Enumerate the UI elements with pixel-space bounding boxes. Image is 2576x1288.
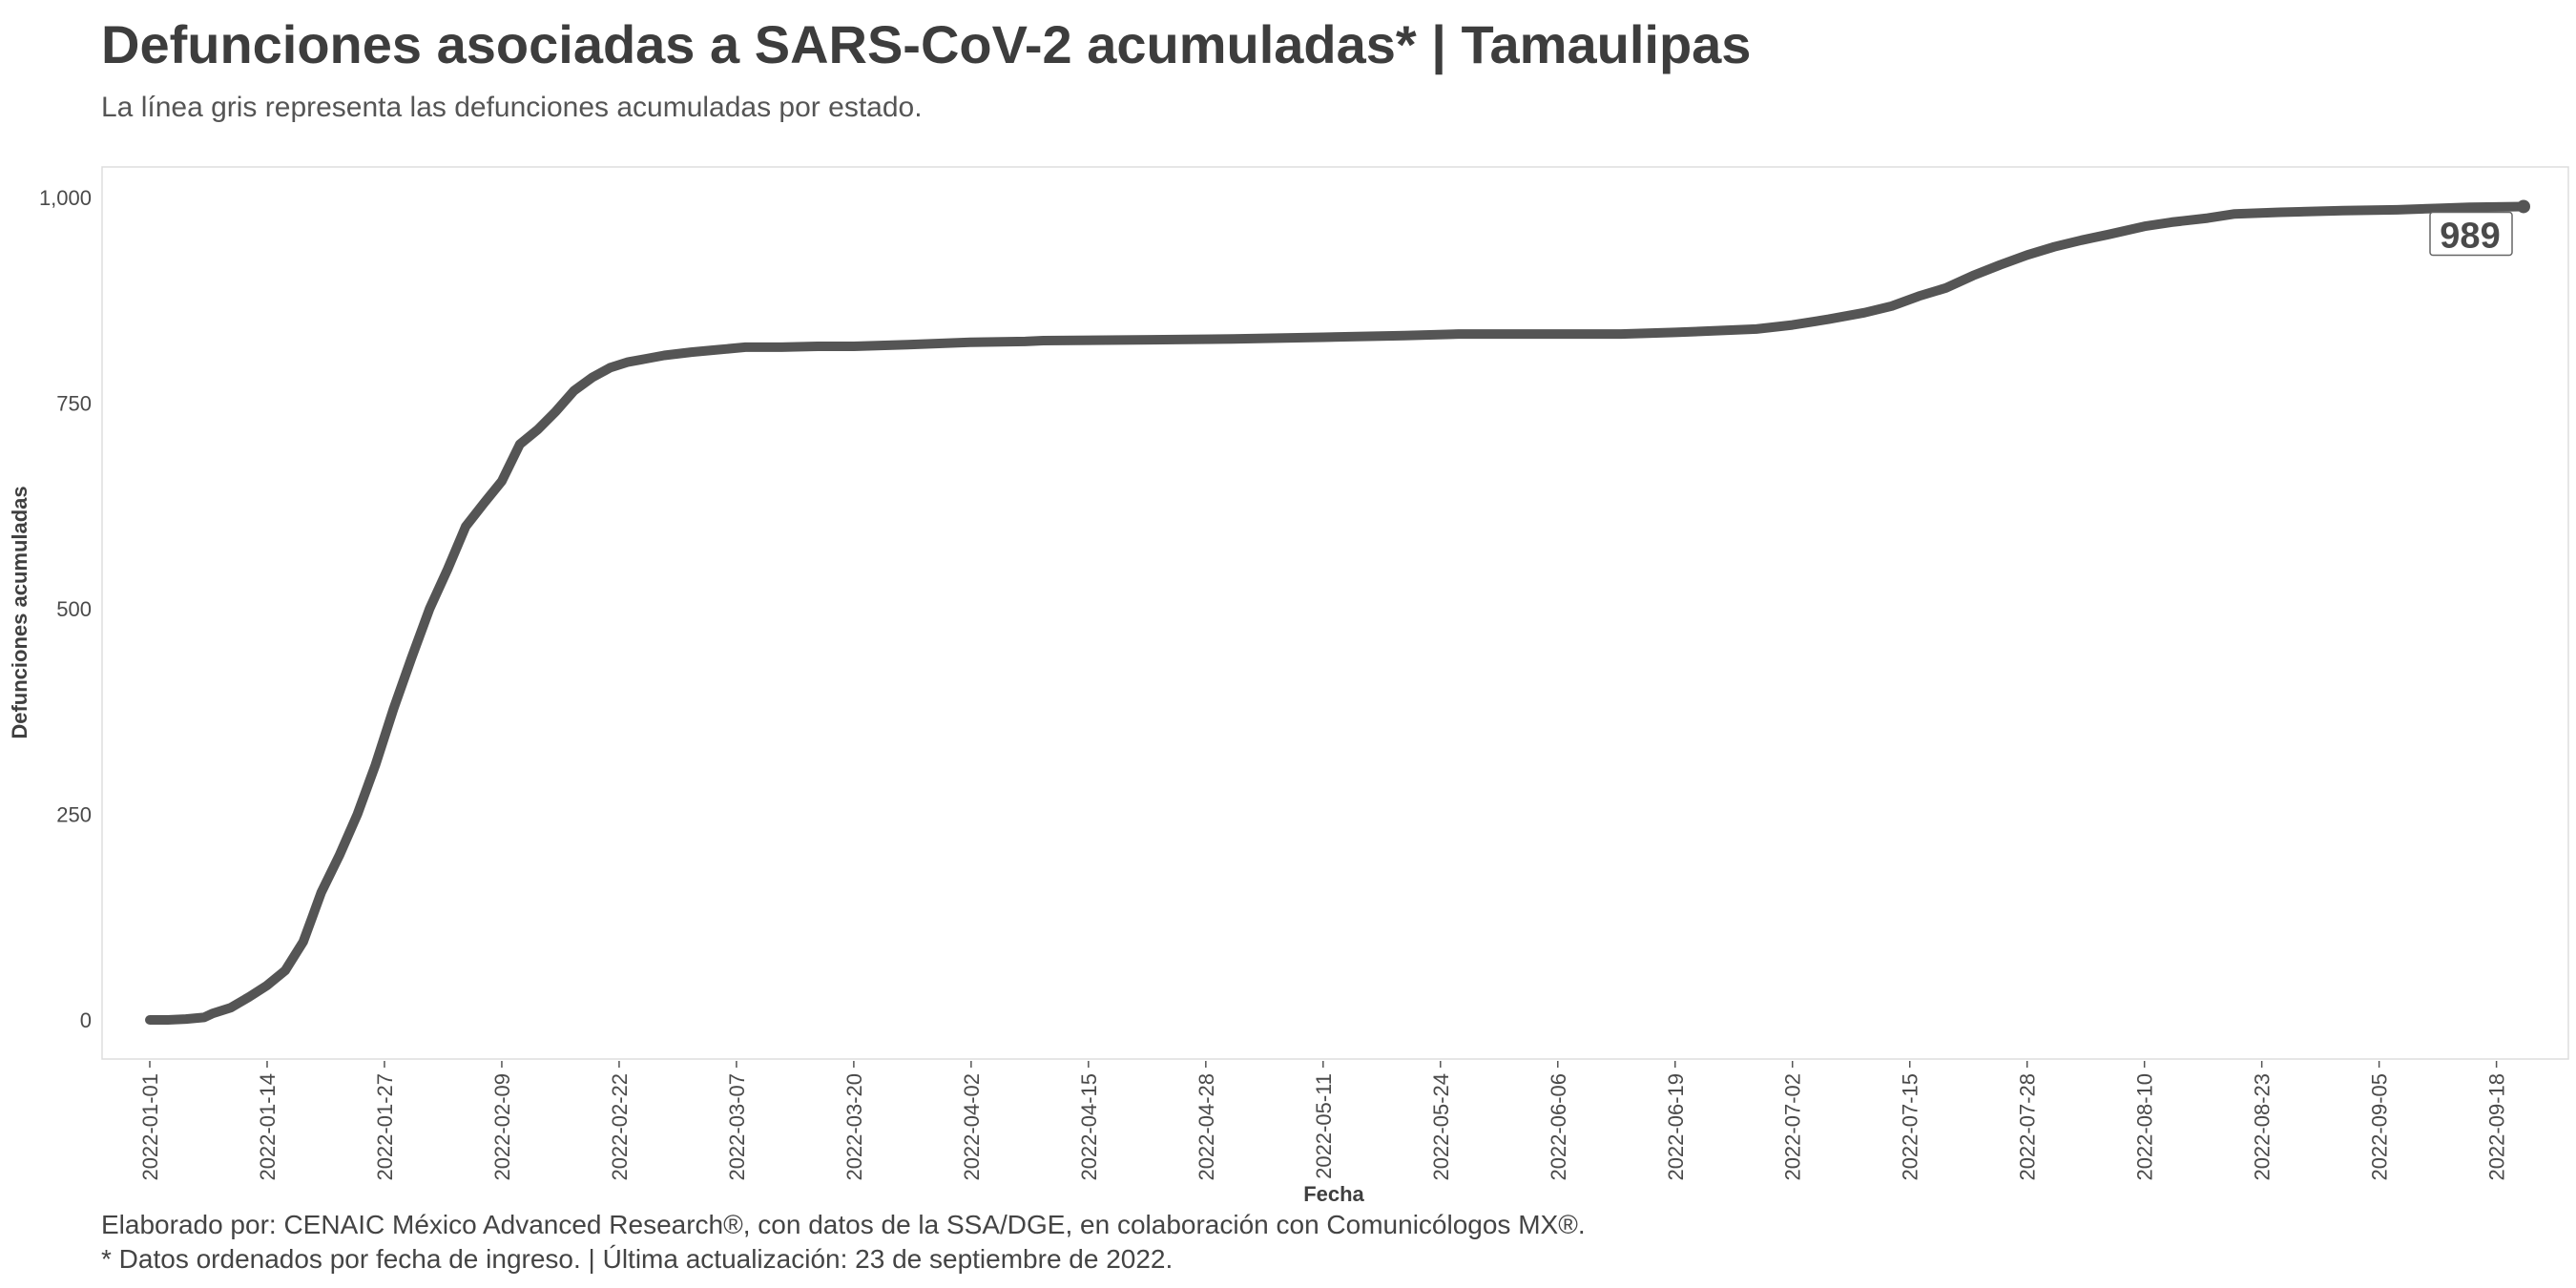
x-axis-ticks: 2022-01-01 2022-01-14 2022-01-27 2022-02-09… [138,1061,2509,1181]
x-tick-label: 2022-09-05 [2368,1073,2392,1181]
end-label-box [2429,211,2513,257]
footer-credit: Elaborado por: CENAIC México Advanced Re… [101,1210,1586,1239]
y-axis-ticks: 0 250 500 750 1,000 [39,186,92,1032]
x-tick-label: 2022-04-28 [1195,1073,1218,1181]
end-value-label: 989 [2440,216,2500,256]
x-tick-label: 2022-05-24 [1429,1073,1453,1181]
x-tick-label: 2022-08-10 [2133,1073,2157,1181]
x-tick-label: 2022-01-01 [138,1073,162,1181]
x-tick-label: 2022-06-19 [1664,1073,1688,1181]
y-tick-label: 250 [56,803,92,827]
x-tick-label: 2022-01-14 [256,1073,280,1181]
y-axis-label: Defunciones acumuladas [8,486,31,738]
chart-title: Defunciones asociadas a SARS-CoV-2 acumu… [101,14,1752,74]
x-tick-label: 2022-02-22 [608,1073,632,1181]
x-tick-label: 2022-03-20 [842,1073,866,1181]
x-tick-label: 2022-03-07 [725,1073,749,1181]
series-line [145,201,2528,1025]
end-point-marker [2517,199,2530,214]
x-tick-label: 2022-01-27 [373,1073,397,1181]
footer-note: * Datos ordenados por fecha de ingreso. … [101,1244,1174,1274]
x-tick-label: 2022-06-06 [1547,1073,1570,1181]
x-tick-label: 2022-07-15 [1899,1073,1922,1181]
plot-panel [101,166,2569,1060]
y-tick-label: 500 [56,597,92,621]
x-tick-label: 2022-07-02 [1781,1073,1805,1181]
x-tick-label: 2022-04-15 [1077,1073,1101,1181]
x-tick-label: 2022-02-09 [490,1073,514,1181]
x-axis-label: Fecha [1303,1182,1364,1206]
x-tick-label: 2022-09-18 [2485,1073,2509,1181]
chart-subtitle: La línea gris representa las defunciones… [101,92,923,123]
y-tick-label: 750 [56,392,92,416]
x-tick-label: 2022-05-11 [1312,1073,1336,1179]
x-tick-label: 2022-08-23 [2251,1073,2275,1181]
y-tick-label: 0 [80,1008,92,1032]
y-tick-label: 1,000 [39,186,92,210]
x-tick-label: 2022-04-02 [960,1073,984,1181]
x-tick-label: 2022-07-28 [2016,1073,2040,1181]
